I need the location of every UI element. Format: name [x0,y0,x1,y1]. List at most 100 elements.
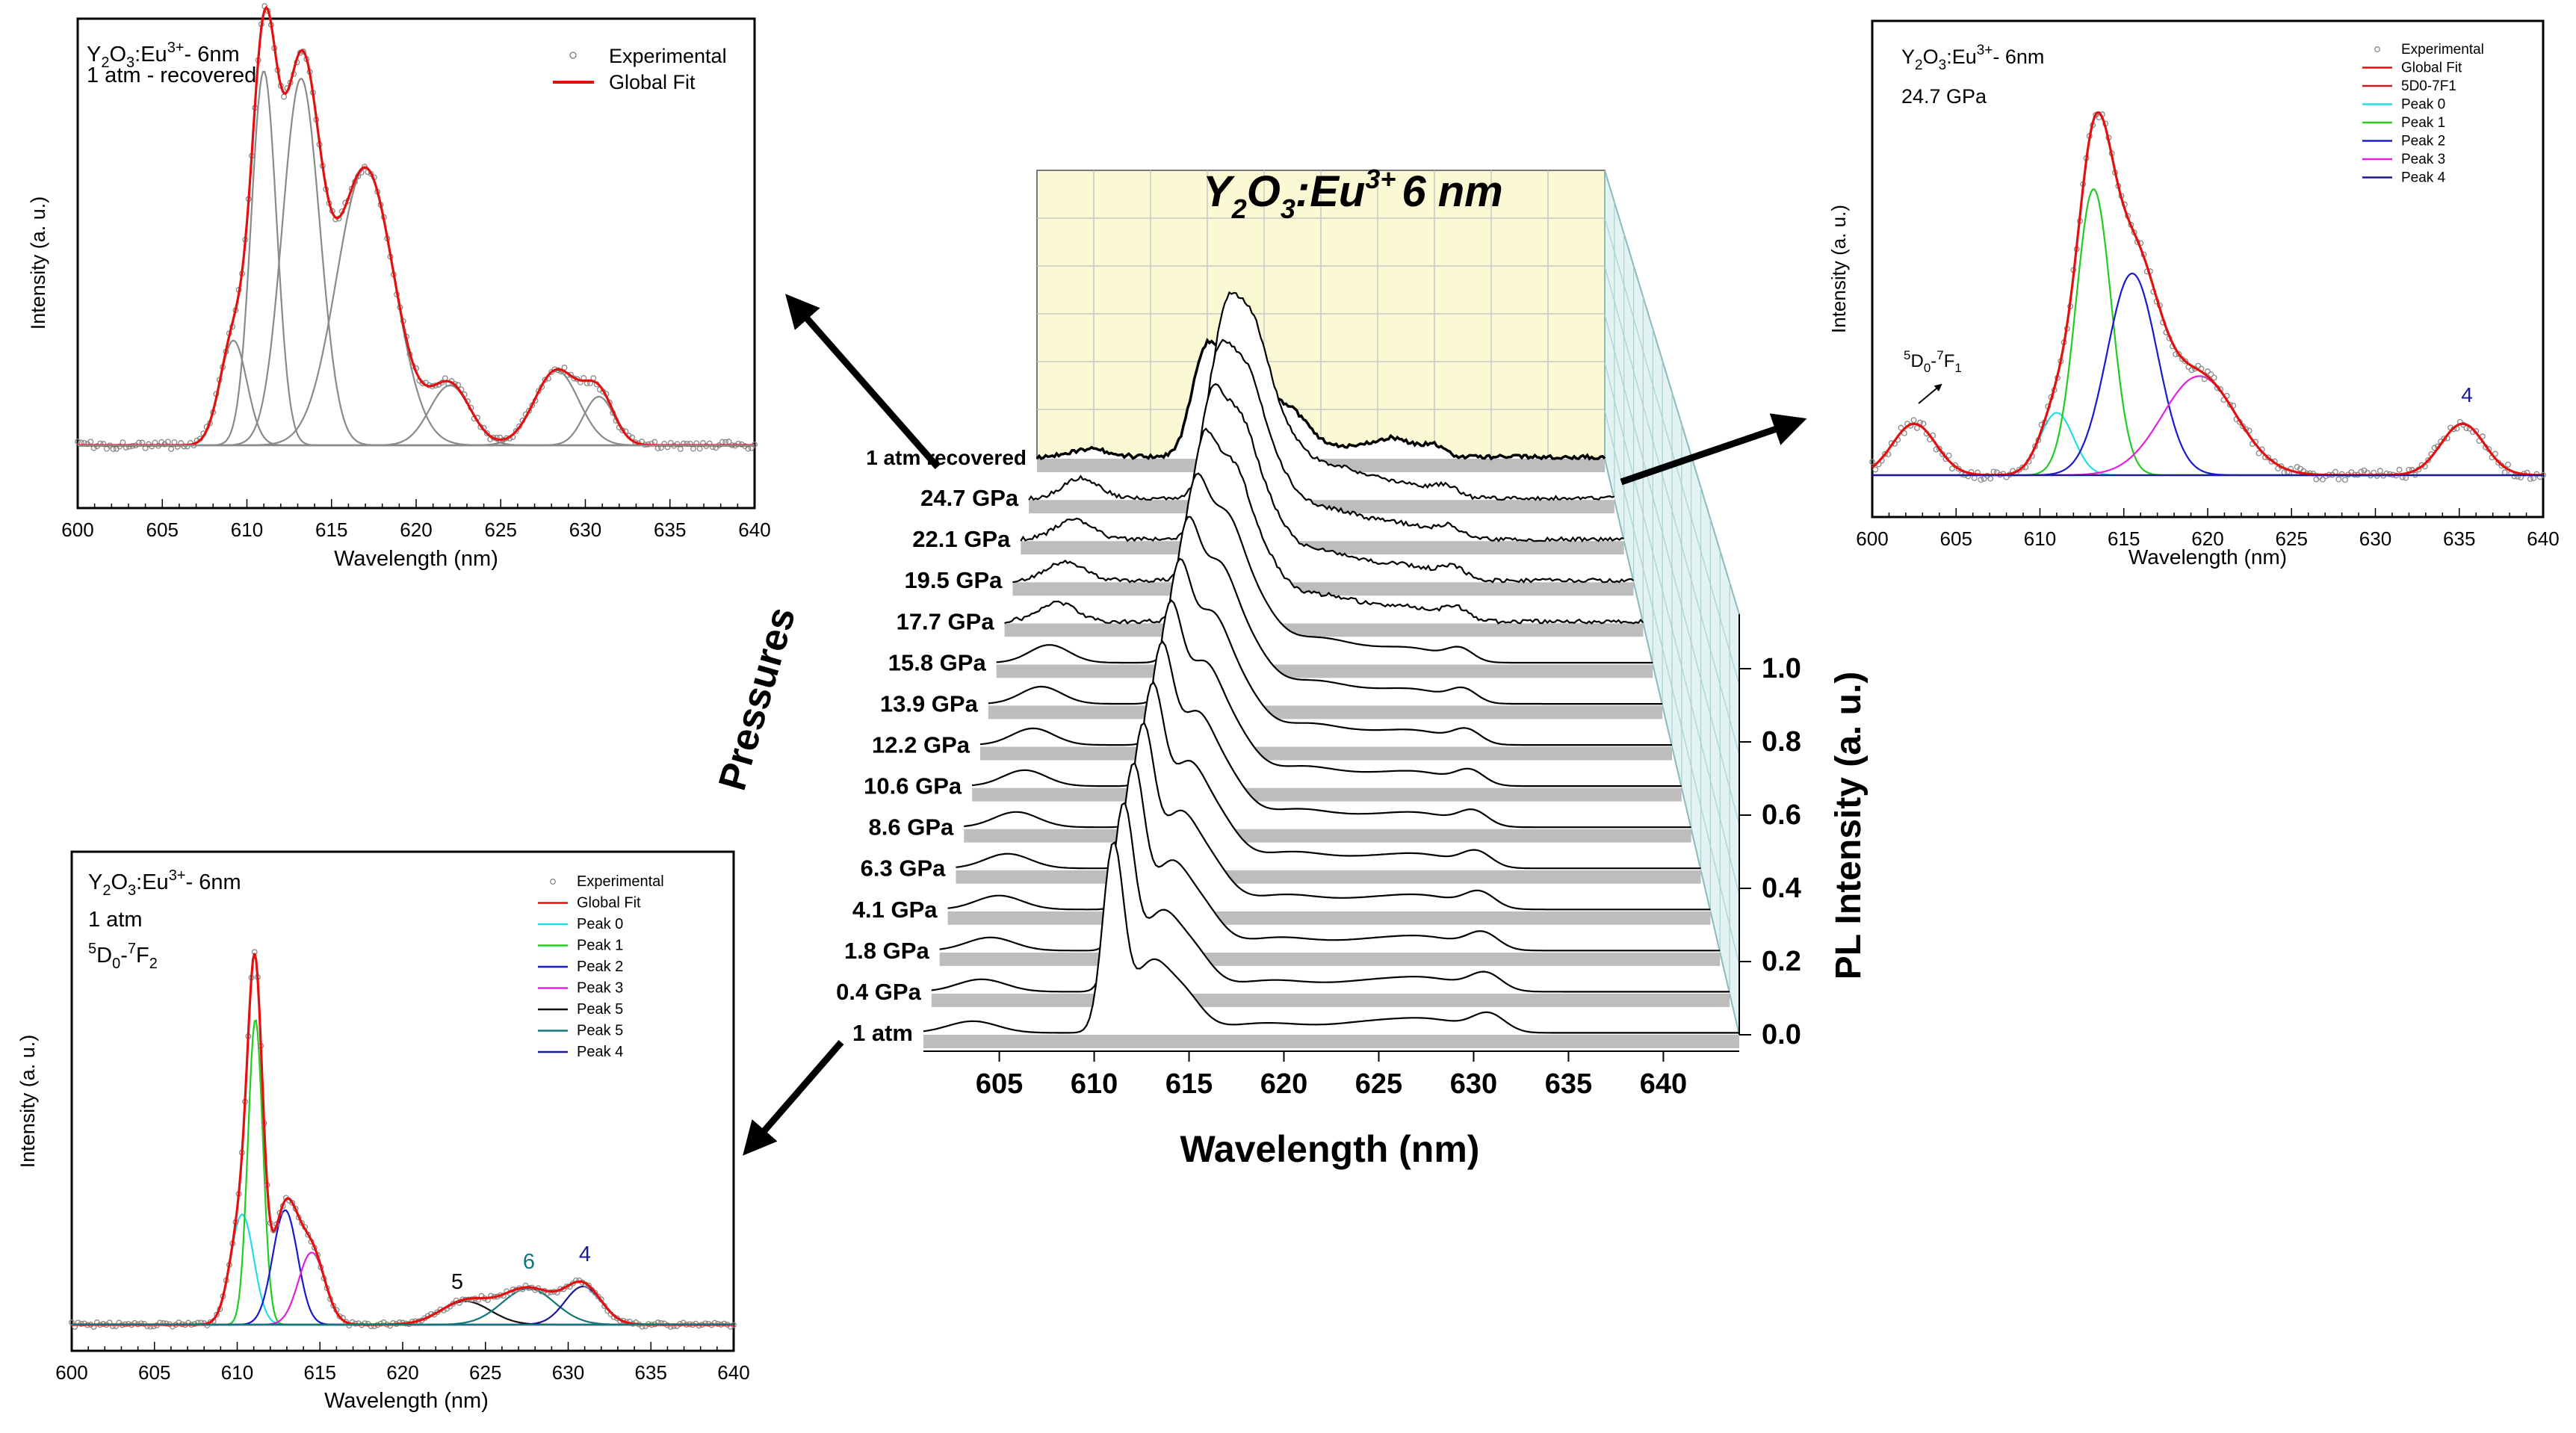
slice-line [931,801,1730,993]
experimental-point [1945,452,1952,459]
tick-label: 0.0 [1762,1019,1801,1050]
slice-floor [980,746,1672,761]
experimental-point [1869,459,1875,465]
arrow-top-left [785,294,941,469]
inset-y-title: Intensity (a. u.) [27,196,49,330]
legend-marker [550,879,556,885]
inset-ticks [71,1342,734,1351]
slice-line [964,640,1691,829]
transition-annotation: 5D0-7F1 [1904,348,1962,375]
tick-label: 625 [485,519,517,541]
legend-label: Global Fit [609,71,696,93]
tick-label: 630 [1450,1068,1497,1100]
inset-top-left: Y2O3:Eu3+- 6nm 1 atm - recovered Experim… [27,3,771,571]
tick-label: 605 [1940,527,1972,550]
slice-floor [988,705,1663,719]
slice-floor [956,870,1701,884]
tick-label: 635 [654,519,686,541]
legend-label: Peak 5 [577,1023,623,1039]
inset-legend: Experimental Global Fit [553,45,727,93]
tick-label: 0.6 [1762,799,1801,831]
slice-line [988,516,1663,705]
legend-label: Peak 4 [577,1044,623,1060]
slice-floor [947,911,1711,925]
tick-label: 600 [1856,527,1888,550]
tick-label: 615 [2108,527,2140,550]
experimental-point [1913,424,1920,431]
inset-x-title: Wavelength (nm) [2128,545,2287,569]
experimental-point [2211,374,2217,381]
inset-legend: Experimental Global Fit 5D0-7F1 Peak 0 Peak … [2362,42,2484,186]
legend-label: Peak 3 [2401,152,2445,167]
slice-floor [1012,582,1634,596]
back-wall-grid [1037,170,1605,459]
experimental-point [2265,454,2272,461]
experimental-point [110,446,117,452]
pressure-label: 10.6 GPa [864,773,962,799]
tick-label: 625 [1355,1068,1402,1100]
experimental-point [2201,376,2208,383]
experimental-point [1948,465,1955,472]
pressure-label: 1 atm [852,1020,913,1046]
legend-label: Peak 4 [2401,170,2446,186]
experimental-point [1978,477,1984,483]
grid-line [1604,410,1740,965]
pressure-label: 0.4 GPa [836,979,921,1005]
inset-legend: Experimental Global Fit Peak 0 Peak 1 Peak 2… [538,873,664,1060]
legend-label: Peak 3 [577,980,623,997]
slice-fill [931,802,1730,994]
pressure-label: 17.7 GPa [897,608,995,634]
legend-label: Peak 2 [2401,134,2445,149]
legend-label: Peak 1 [577,938,623,954]
legend-label: Peak 2 [577,959,623,975]
inset-curves [1869,111,2546,483]
experimental-point [1872,466,1879,473]
legend-marker [2374,46,2380,52]
experimental-point [2396,466,2403,473]
slice-floor [1004,623,1644,637]
tick-label: 605 [146,519,179,541]
pressure-label: 1.8 GPa [844,938,929,964]
slice-line [1020,338,1624,542]
tick-label: 630 [552,1361,584,1384]
slice-floor [964,829,1691,843]
tick-label: 600 [61,519,93,541]
tick-label: 625 [2276,527,2308,550]
inset-sample-label: Y2O3:Eu3+- 6nm [87,40,240,71]
grid-line [1604,314,1740,825]
pressure-label: 6.3 GPa [861,855,946,882]
pressure-label: 13.9 GPa [880,690,979,716]
side-wall-grid [1604,202,1740,994]
experimental-point [595,1293,601,1300]
annotation-arrow [1918,383,1942,404]
experimental-point [1936,445,1942,452]
tick-label: 605 [138,1361,170,1384]
experimental-point [1898,424,1904,431]
peak-label-4: 4 [2461,383,2473,406]
experimental-point [2425,456,2432,463]
inset-sample-label: Y2O3:Eu3+- 6nm [1901,43,2044,73]
tick-label: 620 [2191,527,2223,550]
slice-line [979,557,1672,746]
inset-top-right: Y2O3:Eu3+- 6nm 24.7 GPa Experimental Glob… [1827,19,2560,569]
inset-frame [70,850,735,1352]
tick-label: 620 [1260,1068,1307,1100]
experimental-point [168,445,175,452]
experimental-point [2335,476,2342,483]
pressure-label: 8.6 GPa [869,814,954,841]
experimental-point [592,1290,598,1296]
experimental-point [2019,464,2025,471]
inset-sample-label: Y2O3:Eu3+- 6nm [88,867,241,899]
tick-label: 600 [55,1361,87,1384]
peak-label-6: 6 [523,1250,535,1274]
experimental-point [419,380,426,386]
experimental-point [75,439,81,445]
experimental-point [2208,371,2214,377]
experimental-point [1920,421,1927,427]
peak-label-5: 5 [451,1270,463,1294]
tick-label: 640 [738,519,770,541]
tick-label: 620 [386,1361,418,1384]
waterfall-chart: Y2O3:Eu3+ 6 nm 1 atm recovered 24.7 GPa 22.… [710,164,1868,1170]
